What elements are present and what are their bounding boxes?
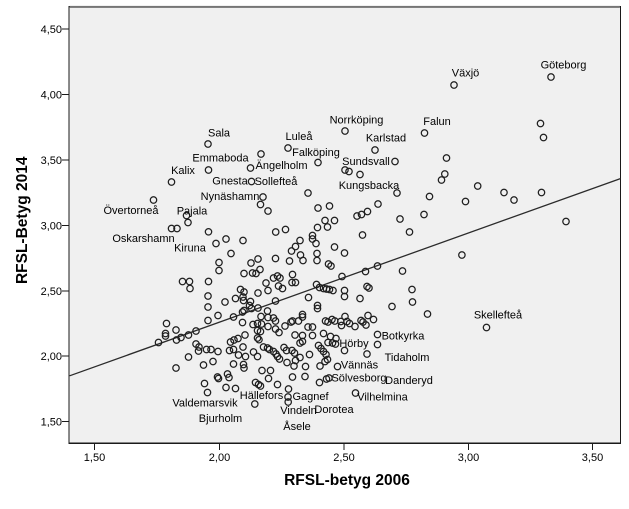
svg-text:2,50: 2,50 bbox=[333, 452, 354, 464]
svg-text:Nynäshamn: Nynäshamn bbox=[201, 191, 260, 203]
svg-text:Karlstad: Karlstad bbox=[366, 132, 406, 144]
svg-text:Ängelholm: Ängelholm bbox=[256, 160, 308, 172]
svg-text:Sundsvall: Sundsvall bbox=[342, 156, 390, 168]
svg-text:Skellefteå: Skellefteå bbox=[474, 309, 523, 321]
svg-text:Växjö: Växjö bbox=[452, 67, 480, 79]
svg-text:Sölvesborg: Sölvesborg bbox=[331, 372, 386, 384]
svg-text:3,00: 3,00 bbox=[41, 221, 62, 233]
svg-text:1,50: 1,50 bbox=[41, 417, 62, 429]
svg-text:Gagnef: Gagnef bbox=[292, 391, 329, 403]
svg-text:Danderyd: Danderyd bbox=[385, 375, 433, 387]
svg-text:Luleå: Luleå bbox=[286, 131, 314, 143]
svg-text:Göteborg: Göteborg bbox=[541, 59, 587, 71]
svg-text:Vilhelmina: Vilhelmina bbox=[357, 391, 408, 403]
svg-text:Falköping: Falköping bbox=[292, 147, 340, 159]
svg-text:4,50: 4,50 bbox=[41, 24, 62, 36]
svg-text:Dorotea: Dorotea bbox=[314, 404, 354, 416]
svg-text:2,00: 2,00 bbox=[209, 452, 230, 464]
svg-text:4,00: 4,00 bbox=[41, 90, 62, 102]
svg-text:RFSL-betyg 2006: RFSL-betyg 2006 bbox=[284, 472, 410, 489]
svg-text:Falun: Falun bbox=[423, 116, 451, 128]
svg-text:Sala: Sala bbox=[208, 127, 231, 139]
svg-text:Hörby: Hörby bbox=[339, 338, 369, 350]
svg-text:Sollefteå: Sollefteå bbox=[255, 176, 299, 188]
svg-text:Botkyrka: Botkyrka bbox=[382, 330, 426, 342]
svg-text:1,50: 1,50 bbox=[84, 452, 105, 464]
svg-text:Vännäs: Vännäs bbox=[341, 359, 379, 371]
svg-text:Valdemarsvik: Valdemarsvik bbox=[172, 397, 238, 409]
svg-text:3,50: 3,50 bbox=[582, 452, 603, 464]
svg-text:Bjurholm: Bjurholm bbox=[199, 413, 242, 425]
svg-text:2,00: 2,00 bbox=[41, 351, 62, 363]
svg-text:Tidaholm: Tidaholm bbox=[385, 352, 430, 364]
svg-text:Kiruna: Kiruna bbox=[174, 242, 207, 254]
svg-text:Norrköping: Norrköping bbox=[330, 114, 384, 126]
svg-text:Gnesta: Gnesta bbox=[212, 175, 248, 187]
svg-text:Kungsbacka: Kungsbacka bbox=[339, 180, 400, 192]
svg-text:3,00: 3,00 bbox=[458, 452, 479, 464]
svg-text:Emmaboda: Emmaboda bbox=[192, 152, 249, 164]
svg-text:Oskarshamn: Oskarshamn bbox=[112, 233, 174, 245]
svg-text:2,50: 2,50 bbox=[41, 286, 62, 298]
svg-text:RFSL-Betyg 2014: RFSL-Betyg 2014 bbox=[14, 156, 31, 284]
svg-text:Pajala: Pajala bbox=[177, 205, 208, 217]
svg-text:Hällefors: Hällefors bbox=[240, 390, 284, 402]
svg-text:Åsele: Åsele bbox=[283, 420, 311, 433]
svg-text:Kalix: Kalix bbox=[171, 165, 195, 177]
svg-text:Övertorneå: Övertorneå bbox=[103, 205, 159, 217]
svg-text:3,50: 3,50 bbox=[41, 155, 62, 167]
svg-text:Vindeln: Vindeln bbox=[280, 405, 317, 417]
